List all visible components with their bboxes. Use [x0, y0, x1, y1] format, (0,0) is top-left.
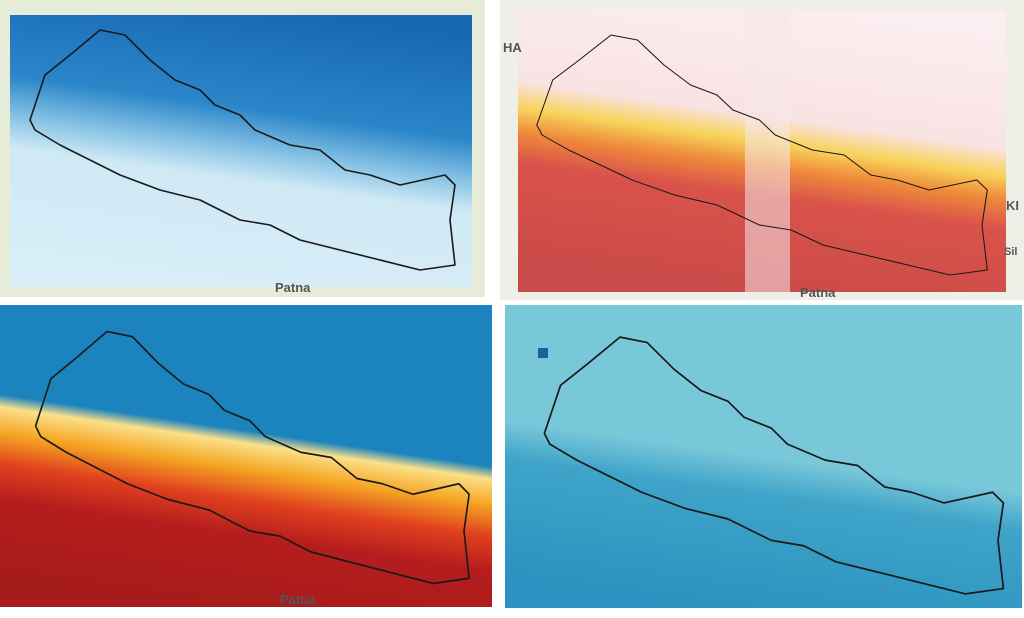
panel-3: Patna [0, 305, 492, 607]
place-label: Patna [275, 280, 311, 295]
heatmap [0, 305, 492, 607]
panel-2: HA KI Sil Patna [500, 0, 1024, 300]
panel-1: Patna [0, 0, 485, 297]
place-label: Patna [800, 285, 836, 300]
place-label: Patna [280, 592, 316, 607]
image-artifact [745, 10, 790, 292]
heatmap [505, 305, 1022, 608]
place-label: HA [503, 40, 522, 55]
place-label: KI [1006, 198, 1019, 213]
place-label: Sil [1004, 246, 1017, 258]
pixel [538, 348, 548, 358]
heatmap [10, 15, 472, 287]
panel-4 [505, 305, 1022, 608]
